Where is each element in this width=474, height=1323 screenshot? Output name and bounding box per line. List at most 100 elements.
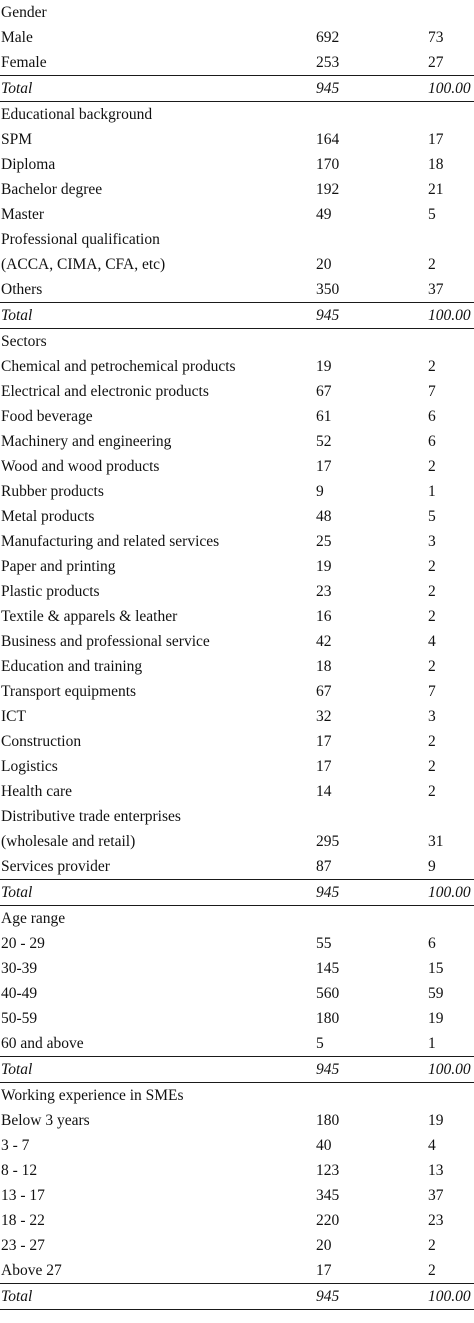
row-label: Bachelor degree: [1, 181, 103, 198]
frequency-cell: 20: [316, 1237, 332, 1254]
frequency-cell: 5: [316, 1035, 324, 1052]
row-label: Chemical and petrochemical products: [1, 358, 236, 375]
frequency-cell: 40: [316, 1137, 332, 1154]
total-row: Total 945 100.00: [0, 879, 474, 906]
row-label: Metal products: [1, 508, 95, 525]
row-label: Others: [1, 281, 43, 298]
row-label: 20 - 29: [1, 935, 45, 952]
table-row: Business and professional service 42 4: [0, 629, 474, 654]
table-row: 20 - 29 55 6: [0, 931, 474, 956]
frequency-cell: 19: [316, 558, 332, 575]
frequency-cell: 16: [316, 608, 332, 625]
row-label: Plastic products: [1, 583, 100, 600]
row-label: Machinery and engineering: [1, 433, 172, 450]
frequency-cell: 17: [316, 758, 332, 775]
table-row: Below 3 years 180 19: [0, 1108, 474, 1133]
section-heading: Sectors: [1, 333, 47, 350]
percentage-cell: 23: [428, 1212, 444, 1229]
frequency-cell: 52: [316, 433, 332, 450]
percentage-cell: 2: [428, 558, 436, 575]
frequency-cell: 25: [316, 533, 332, 550]
percentage-cell: 100.00: [428, 1288, 471, 1305]
section-heading: Educational background: [1, 106, 153, 123]
percentage-cell: 27: [428, 54, 444, 71]
percentage-cell: 37: [428, 281, 444, 298]
row-label: 13 - 17: [1, 1187, 45, 1204]
frequency-cell: 48: [316, 508, 332, 525]
table-row: Master 49 5: [0, 202, 474, 227]
frequency-cell: 55: [316, 935, 332, 952]
percentage-cell: 2: [428, 658, 436, 675]
table-row: 8 - 12 123 13: [0, 1158, 474, 1183]
row-label: 60 and above: [1, 1035, 84, 1052]
frequency-cell: 164: [316, 131, 340, 148]
frequency-cell: 220: [316, 1212, 340, 1229]
table-row: Distributive trade enterprises: [0, 804, 474, 829]
table-row: (ACCA, CIMA, CFA, etc) 20 2: [0, 252, 474, 277]
frequency-cell: 945: [316, 884, 340, 901]
row-label: Professional qualification: [1, 231, 160, 248]
section-heading-row: Age range: [0, 906, 474, 931]
percentage-cell: 13: [428, 1162, 444, 1179]
table-row: Paper and printing 19 2: [0, 554, 474, 579]
percentage-cell: 100.00: [428, 307, 471, 324]
frequency-cell: 20: [316, 256, 332, 273]
percentage-cell: 2: [428, 758, 436, 775]
percentage-cell: 73: [428, 29, 444, 46]
frequency-cell: 945: [316, 307, 340, 324]
percentage-cell: 1: [428, 483, 436, 500]
table-row: Above 27 17 2: [0, 1258, 474, 1283]
row-label: Above 27: [1, 1262, 62, 1279]
table-row: Female 253 27: [0, 50, 474, 75]
row-label: Rubber products: [1, 483, 104, 500]
frequency-cell: 67: [316, 383, 332, 400]
row-label: Logistics: [1, 758, 58, 775]
frequency-cell: 23: [316, 583, 332, 600]
percentage-cell: 4: [428, 1137, 436, 1154]
row-label: SPM: [1, 131, 33, 148]
frequency-cell: 42: [316, 633, 332, 650]
row-label: ICT: [1, 708, 26, 725]
row-label: Female: [1, 54, 47, 71]
section-heading-row: Gender: [0, 0, 474, 25]
frequency-cell: 345: [316, 1187, 340, 1204]
percentage-cell: 100.00: [428, 1061, 471, 1078]
table-row: Health care 14 2: [0, 779, 474, 804]
row-label: Textile & apparels & leather: [1, 608, 178, 625]
frequency-cell: 61: [316, 408, 332, 425]
row-label: Master: [1, 206, 45, 223]
table-row: Rubber products 9 1: [0, 479, 474, 504]
percentage-cell: 2: [428, 608, 436, 625]
percentage-cell: 19: [428, 1010, 444, 1027]
table-row: 60 and above 5 1: [0, 1031, 474, 1056]
frequency-cell: 692: [316, 29, 340, 46]
percentage-cell: 4: [428, 633, 436, 650]
table-row: Diploma 170 18: [0, 152, 474, 177]
row-label: 8 - 12: [1, 1162, 38, 1179]
percentage-cell: 9: [428, 858, 436, 875]
table-row: 30-39 145 15: [0, 956, 474, 981]
frequency-cell: 67: [316, 683, 332, 700]
table-row: 18 - 22 220 23: [0, 1208, 474, 1233]
frequency-cell: 17: [316, 458, 332, 475]
row-label: Business and professional service: [1, 633, 210, 650]
section-heading-row: Educational background: [0, 102, 474, 127]
row-label: Male: [1, 29, 33, 46]
row-label: 30-39: [1, 960, 38, 977]
frequency-cell: 945: [316, 1288, 340, 1305]
frequency-cell: 87: [316, 858, 332, 875]
row-label: 23 - 27: [1, 1237, 45, 1254]
table-row: ICT 32 3: [0, 704, 474, 729]
row-label: Below 3 years: [1, 1112, 90, 1129]
percentage-cell: 6: [428, 433, 436, 450]
percentage-cell: 3: [428, 708, 436, 725]
table-row: Textile & apparels & leather 16 2: [0, 604, 474, 629]
frequency-cell: 350: [316, 281, 340, 298]
row-label: Electrical and electronic products: [1, 383, 209, 400]
frequency-cell: 145: [316, 960, 340, 977]
percentage-cell: 100.00: [428, 884, 471, 901]
percentage-cell: 2: [428, 458, 436, 475]
frequency-cell: 32: [316, 708, 332, 725]
percentage-cell: 21: [428, 181, 444, 198]
row-label: 18 - 22: [1, 1212, 45, 1229]
